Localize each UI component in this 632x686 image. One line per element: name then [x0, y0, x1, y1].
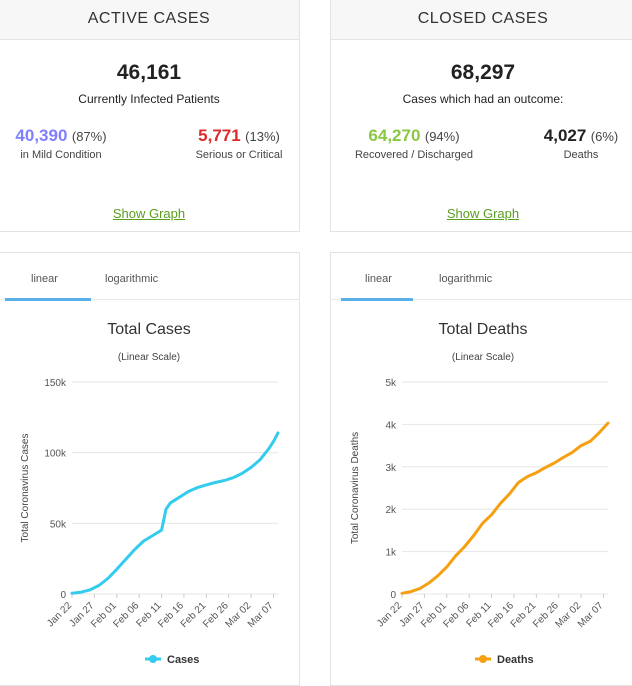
deaths-y-tick-label: 5k	[385, 378, 397, 389]
active-show-graph-link[interactable]: Show Graph	[112, 206, 186, 221]
deaths-chart-title: Total Deaths	[438, 321, 528, 338]
deaths-y-axis-label: Total Coronavirus Deaths	[350, 432, 361, 544]
deaths-value: 4,027	[543, 126, 587, 145]
cases-x-tick-label: Mar 07	[246, 600, 276, 630]
closed-show-graph-link[interactable]: Show Graph	[446, 206, 520, 221]
closed-cases-panel: CLOSED CASES 68,297 Cases which had an o…	[330, 0, 632, 232]
mild-condition-label: in Mild Condition	[20, 149, 102, 161]
cases-legend-swatch-marker	[149, 655, 157, 663]
active-cases-panel: ACTIVE CASES 46,161 Currently Infected P…	[0, 0, 300, 232]
serious-critical-value: 5,771	[198, 126, 241, 145]
serious-critical-stat: 5,771 (13%) Serious or Critical	[179, 126, 299, 161]
recovered-stat: 64,270 (94%) Recovered / Discharged	[339, 126, 489, 161]
mild-condition-percent: (87%)	[71, 129, 107, 144]
deaths-legend-swatch-marker	[479, 655, 487, 663]
closed-cases-total-label: Cases which had an outcome:	[402, 92, 564, 106]
deaths-chart-tabs: linear logarithmic	[331, 253, 632, 301]
deaths-series-line	[400, 421, 610, 595]
deaths-percent: (6%)	[590, 129, 619, 144]
mild-condition-stat: 40,390 (87%) in Mild Condition	[1, 126, 121, 161]
cases-tab-active-indicator	[5, 298, 91, 301]
cases-y-tick-label: 150k	[44, 378, 67, 389]
cases-y-axis-label: Total Coronavirus Cases	[20, 434, 31, 543]
serious-critical-label: Serious or Critical	[195, 149, 283, 161]
cases-chart-title: Total Cases	[107, 321, 191, 338]
deaths-y-tick-label: 2k	[385, 505, 397, 516]
active-cases-total: 46,161	[116, 61, 182, 84]
closed-cases-header: CLOSED CASES	[331, 0, 632, 40]
cases-y-tick-label: 50k	[50, 519, 67, 530]
deaths-label: Deaths	[563, 149, 599, 161]
deaths-tab-logarithmic[interactable]: logarithmic	[439, 273, 493, 285]
mild-condition-value: 40,390	[15, 126, 68, 145]
cases-y-tick-label: 100k	[44, 449, 67, 460]
recovered-value: 64,270	[368, 126, 421, 145]
cases-y-tick-label: 0	[60, 590, 66, 601]
active-cases-header: ACTIVE CASES	[0, 0, 299, 40]
recovered-percent: (94%)	[424, 129, 460, 144]
recovered-label: Recovered / Discharged	[354, 149, 473, 161]
serious-critical-percent: (13%)	[245, 129, 280, 144]
deaths-x-tick-label: Mar 07	[576, 600, 606, 630]
deaths-legend-label[interactable]: Deaths	[497, 654, 534, 666]
deaths-y-tick-label: 3k	[385, 463, 397, 474]
cases-series-line	[70, 431, 280, 595]
deaths-chart-subtitle: (Linear Scale)	[451, 352, 515, 363]
deaths-y-tick-label: 4k	[385, 420, 397, 431]
cases-chart-tabs: linear logarithmic	[0, 253, 299, 301]
cases-tab-linear[interactable]: linear	[31, 273, 58, 285]
cases-legend-label[interactable]: Cases	[167, 654, 199, 666]
cases-tab-logarithmic[interactable]: logarithmic	[105, 273, 159, 285]
closed-cases-total: 68,297	[450, 61, 516, 84]
deaths-tab-linear[interactable]: linear	[365, 273, 392, 285]
deaths-stat: 4,027 (6%) Deaths	[526, 126, 632, 161]
deaths-y-tick-label: 1k	[385, 548, 397, 559]
total-deaths-chart-panel: linear logarithmic Total Deaths (Linear …	[330, 252, 632, 686]
active-cases-total-label: Currently Infected Patients	[78, 92, 220, 106]
cases-chart-subtitle: (Linear Scale)	[117, 352, 181, 363]
deaths-tab-active-indicator	[341, 298, 413, 301]
deaths-y-tick-label: 0	[390, 590, 396, 601]
